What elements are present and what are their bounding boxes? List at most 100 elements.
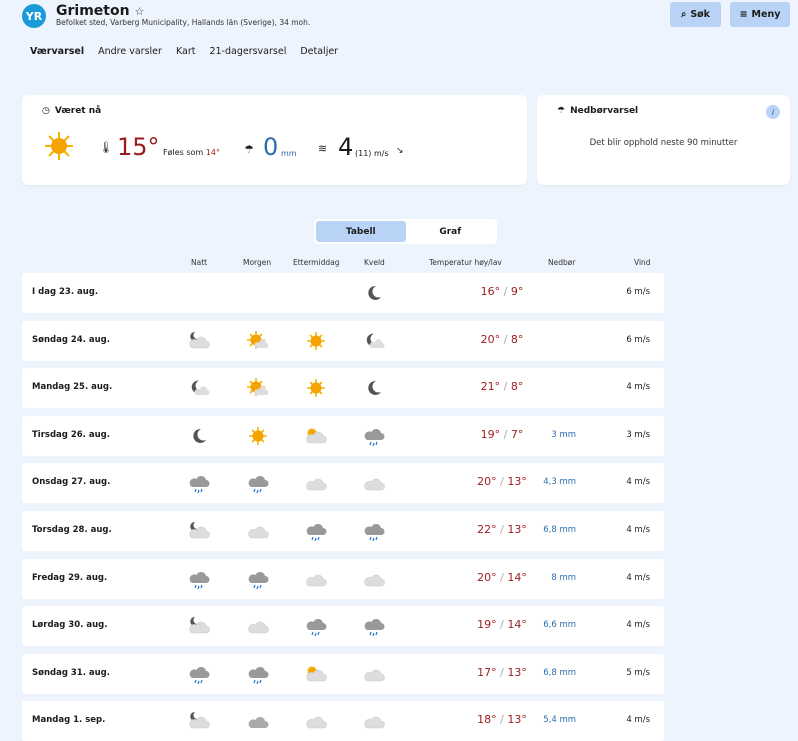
nav-detaljer[interactable]: Detaljer	[300, 46, 339, 57]
yr-logo[interactable]: YR	[22, 4, 46, 28]
temp-high: 21°	[480, 380, 501, 394]
info-icon[interactable]: i	[766, 105, 780, 119]
search-label: Søk	[690, 9, 710, 20]
day-label: Søndag 31. aug.	[32, 667, 110, 678]
temperature-high-low: 20° / 14°	[477, 570, 527, 584]
wind-unit: m/s	[373, 149, 389, 158]
tab-tabell[interactable]: Tabell	[316, 221, 406, 242]
fair-night-icon	[191, 380, 210, 396]
precipitation: 4,3 mm	[543, 477, 576, 488]
umbrella-icon: ☂	[244, 143, 254, 156]
cloud-icon	[306, 479, 327, 491]
thermometer-icon: 🌡︎	[99, 141, 113, 154]
column-header-evening: Kveld	[364, 258, 385, 267]
current-temperature: 15°	[117, 133, 160, 161]
wind-icon: ≋	[318, 142, 328, 155]
nav-21-dagersvarsel[interactable]: 21-dagersvarsel	[209, 46, 287, 57]
nowcast-title: Nedbørvarsel	[570, 106, 639, 116]
moon-icon	[368, 381, 381, 396]
view-toggle: Tabell Graf	[314, 219, 497, 244]
temperature-high-low: 17° / 13°	[477, 665, 527, 679]
wind: 4 m/s	[626, 572, 650, 583]
sun-icon	[45, 132, 73, 160]
rain-icon	[189, 476, 210, 494]
day-label: I dag 23. aug.	[32, 287, 99, 297]
cloud-icon	[248, 621, 269, 634]
current-weather-title: Været nå	[54, 106, 102, 116]
day-label: Søndag 24. aug.	[32, 334, 110, 345]
forecast-row[interactable]: I dag 23. aug. 16° / 9° 6 m/s	[22, 273, 664, 313]
feels-like-value: 14°	[205, 148, 220, 157]
temperature-high-low: 21° / 8°	[480, 380, 524, 394]
forecast-row[interactable]: Søndag 31. aug. 17° / 13° 6,8 mm 5 m/s	[22, 653, 664, 694]
forecast-row[interactable]: Fredag 29. aug. 20° / 14° 8 mm 4 m/s	[22, 558, 664, 599]
temp-high: 20°	[477, 475, 497, 489]
location-name: Grimeton	[56, 3, 130, 19]
day-label: Lørdag 30. aug.	[32, 620, 108, 631]
temperature-high-low: 18° / 13°	[477, 713, 527, 727]
day-label: Fredag 29. aug.	[32, 572, 108, 583]
cloud-dark-icon	[248, 717, 269, 729]
wind: 3 m/s	[626, 429, 650, 440]
day-label: Torsdag 28. aug.	[32, 525, 112, 535]
temp-low: 14°	[507, 618, 527, 632]
wind: 5 m/s	[626, 667, 650, 678]
temperature-high-low: 19° / 7°	[480, 427, 524, 441]
temperature-high-low: 20° / 13°	[477, 475, 527, 489]
wind-direction-arrow-icon: ↘	[396, 146, 404, 156]
rain-icon	[248, 666, 269, 684]
cloud-icon	[364, 717, 385, 729]
forecast-row[interactable]: Mandag 1. sep. 18° / 13° 5,4 mm 4 m/s	[22, 701, 664, 741]
wind: 4 m/s	[626, 525, 650, 535]
wind: 4 m/s	[626, 620, 650, 631]
temp-high: 22°	[477, 523, 497, 536]
day-label: Mandag 25. aug.	[32, 382, 113, 393]
forecast-row[interactable]: Tirsdag 26. aug. 19° / 7° 3 mm 3 m/s	[22, 415, 664, 456]
temp-low: 8°	[510, 380, 524, 394]
precipitation: 6,6 mm	[543, 620, 576, 631]
temp-high: 18°	[477, 713, 497, 727]
tab-graf[interactable]: Graf	[439, 226, 462, 237]
forecast-row[interactable]: Mandag 25. aug. 21° / 8° 4 m/s	[22, 368, 664, 409]
nav-kart[interactable]: Kart	[175, 46, 196, 57]
column-header-morning: Morgen	[243, 258, 272, 267]
precipitation: 3 mm	[551, 429, 576, 440]
cloud-icon	[306, 574, 327, 586]
location-subtitle: Befolket sted, Varberg Municipality, Hal…	[56, 18, 311, 27]
cloud-night-icon	[189, 617, 210, 634]
precipitation: 6,8 mm	[543, 667, 576, 678]
cloud-night-icon	[189, 712, 210, 729]
cloud-night-icon	[189, 331, 210, 348]
column-header-precipitation: Nedbør	[548, 258, 576, 267]
forecast-row[interactable]: Torsdag 28. aug. 22° / 13° 6,8 mm 4 m/s	[22, 511, 664, 551]
rain-icon	[364, 523, 385, 541]
temp-low: 8°	[510, 332, 524, 346]
temp-high: 17°	[477, 665, 497, 679]
day-label: Mandag 1. sep.	[32, 715, 106, 726]
rain-icon	[189, 666, 210, 684]
cloud-night-icon	[189, 521, 210, 539]
current-wind: 4	[338, 133, 354, 161]
rain-icon	[248, 571, 269, 589]
search-button[interactable]: ⌕ Søk	[670, 2, 721, 27]
forecast-row[interactable]: Lørdag 30. aug. 19° / 14° 6,6 mm 4 m/s	[22, 606, 664, 647]
rain-icon	[306, 523, 327, 541]
favorite-star-icon[interactable]: ☆	[134, 5, 145, 18]
cloud-icon	[364, 479, 385, 491]
wind: 4 m/s	[626, 715, 650, 726]
nav-andre-varsler[interactable]: Andre varsler	[98, 46, 162, 57]
sun-icon	[307, 331, 325, 350]
temp-high: 20°	[480, 332, 501, 346]
rain-icon	[364, 428, 385, 446]
cloud-day-icon	[306, 428, 327, 444]
current-precipitation: 0	[263, 133, 279, 161]
menu-icon: ≡	[739, 9, 748, 20]
forecast-row[interactable]: Søndag 24. aug. 20° / 8° 6 m/s	[22, 320, 664, 361]
menu-button[interactable]: ≡ Meny	[730, 2, 790, 27]
wind: 6 m/s	[626, 334, 650, 345]
cloud-icon	[248, 526, 269, 539]
forecast-row[interactable]: Onsdag 27. aug. 20° / 13° 4,3 mm 4 m/s	[22, 463, 664, 504]
cloud-day-icon	[306, 666, 327, 682]
nav-vaervarsel[interactable]: Værvarsel	[30, 46, 85, 57]
temp-low: 13°	[507, 713, 527, 727]
